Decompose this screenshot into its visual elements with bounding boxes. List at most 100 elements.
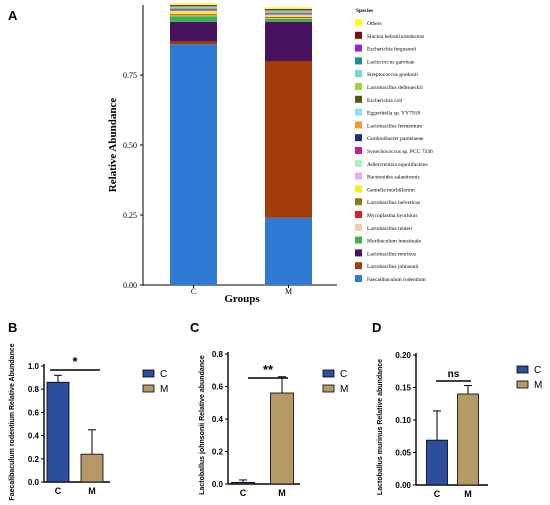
x-tick-label: C: [55, 486, 62, 496]
legend-entry: C: [534, 365, 541, 376]
legend-entry: M: [534, 380, 542, 391]
significance-label: **: [263, 362, 274, 377]
stacked-bar-segment: [170, 11, 217, 14]
stacked-bar-segment: [170, 7, 217, 9]
stacked-bar-segment: [170, 3, 217, 5]
legend-swatch: [516, 365, 529, 374]
stacked-bar-segment: [265, 21, 312, 61]
legend-swatch: [355, 223, 362, 231]
stacked-bar-segment: [170, 10, 217, 12]
legend-entry: Gordonibacter pamelaeae: [367, 136, 424, 142]
legend-swatch: [516, 380, 529, 389]
x-tick-label: M: [278, 488, 286, 498]
stacked-bar-segment: [170, 9, 217, 11]
y-tick-label: 0.8: [28, 385, 40, 394]
y-tick-label: 0.05: [395, 449, 411, 458]
stacked-bar-segment: [170, 16, 217, 22]
panel-c-chart: 0.00.20.40.60.8C M** CM: [212, 350, 348, 498]
y-tick-label: 0.10: [395, 416, 411, 425]
stacked-bar-segment: [265, 18, 312, 19]
panel-a-x-tick-label: C: [191, 287, 196, 296]
stacked-bar-segment: [170, 21, 217, 42]
legend-entry: Synechococcus sp. PCC 7336: [367, 149, 433, 155]
panel-b-label: B: [8, 320, 17, 335]
legend-swatch: [355, 172, 362, 180]
stacked-bar-segment: [265, 11, 312, 12]
legend-entry: Slackia heliotrinireducens: [367, 34, 424, 40]
stacked-bar-segment: [265, 61, 312, 218]
stacked-bar-segment: [170, 8, 217, 9]
legend-swatch: [355, 57, 362, 65]
legend-entry: C: [160, 369, 167, 380]
stacked-bar-segment: [170, 14, 217, 16]
panel-c-label: C: [190, 320, 200, 335]
bar-m: [270, 392, 294, 485]
y-tick-label: 0.4: [212, 415, 224, 424]
stacked-bar-segment: [170, 8, 217, 10]
y-tick-label: 0.6: [28, 408, 40, 417]
legend-swatch: [355, 83, 362, 90]
panel-a-x-tick-label: M: [285, 287, 292, 296]
stacked-bar-segment: [265, 14, 312, 16]
bar-c: [46, 381, 70, 483]
panel-b-chart: 0.00.20.40.60.81.0C M*CM: [28, 354, 168, 496]
panel-b: B 0.00.20.40.60.81.0C M*CM Faecalibaculum…: [8, 320, 168, 501]
legend-entry: Mycoplasma hyorhinis: [367, 213, 418, 219]
panel-d-y-axis-title: Lactoballus murinus Relative abundance: [377, 359, 384, 495]
stacked-bar-segment: [170, 15, 217, 17]
panel-a-y-tick-label: 0.75: [123, 71, 137, 80]
stacked-bar-segment: [265, 7, 312, 9]
legend-entry: Lactobacillus helveticus: [367, 200, 420, 206]
legend-entry: Eggerthella sp. YY7918: [367, 111, 420, 117]
legend-swatch: [355, 198, 362, 206]
significance-label: ns: [448, 369, 460, 380]
legend-entry: M: [340, 384, 348, 395]
legend-entry: Lactobacillus reuteri: [367, 226, 413, 232]
panel-a-legend: Species Others Slackia heliotrinireducens…: [355, 8, 433, 283]
stacked-bar-segment: [265, 15, 312, 17]
legend-entry: M: [160, 384, 168, 395]
legend-entry: Faecalibaculum rodentium: [367, 277, 427, 283]
stacked-bar-segment: [265, 15, 312, 16]
legend-entry: Lactobacillus murinus: [367, 251, 416, 257]
legend-swatch: [355, 236, 362, 244]
stacked-bar-segment: [265, 217, 312, 285]
panel-d: D 0.000.050.100.150.20C Mns CM Lactoballus…: [372, 320, 542, 499]
bar-c: [231, 481, 255, 485]
legend-swatch: [355, 147, 362, 154]
stacked-bar-segment: [265, 10, 312, 12]
legend-swatch: [355, 249, 362, 257]
legend-entry: Muribaculum intestinale: [367, 239, 421, 245]
stacked-bar-segment: [170, 44, 217, 286]
legend-swatch: [355, 185, 362, 193]
panel-d-chart: 0.000.050.100.150.20C Mns CM: [395, 351, 542, 499]
stacked-bar-segment: [170, 5, 217, 6]
legend-entry: Streptococcus gordonii: [367, 72, 418, 78]
legend-swatch: [322, 369, 335, 378]
stacked-bar-segment: [265, 16, 312, 18]
legend-entry: Lactobacillus fermentum: [367, 122, 423, 129]
y-tick-label: 0.4: [28, 432, 40, 441]
stacked-bar-segment: [265, 13, 312, 14]
x-tick-label: C: [434, 489, 441, 499]
panel-a-x-axis-title: Groups: [224, 293, 260, 305]
legend-entry: Gemella morbillorum: [367, 187, 416, 193]
significance-label: *: [72, 354, 78, 369]
stacked-bar-segment: [265, 10, 312, 11]
stacked-bar-segment: [265, 12, 312, 14]
stacked-bar-segment: [265, 9, 312, 11]
legend-swatch: [355, 159, 362, 167]
y-tick-label: 0.20: [395, 351, 411, 360]
legend-entry: Lactococcus garvieae: [367, 59, 415, 65]
legend-swatch: [355, 134, 362, 142]
y-tick-label: 0.00: [395, 481, 411, 490]
stacked-bar-segment: [265, 17, 312, 19]
legend-swatch: [355, 108, 362, 116]
panel-a-bars: [170, 3, 312, 286]
panel-d-label: D: [372, 320, 381, 335]
stacked-bar-segment: [265, 19, 312, 22]
y-tick-label: 0.0: [212, 480, 224, 489]
